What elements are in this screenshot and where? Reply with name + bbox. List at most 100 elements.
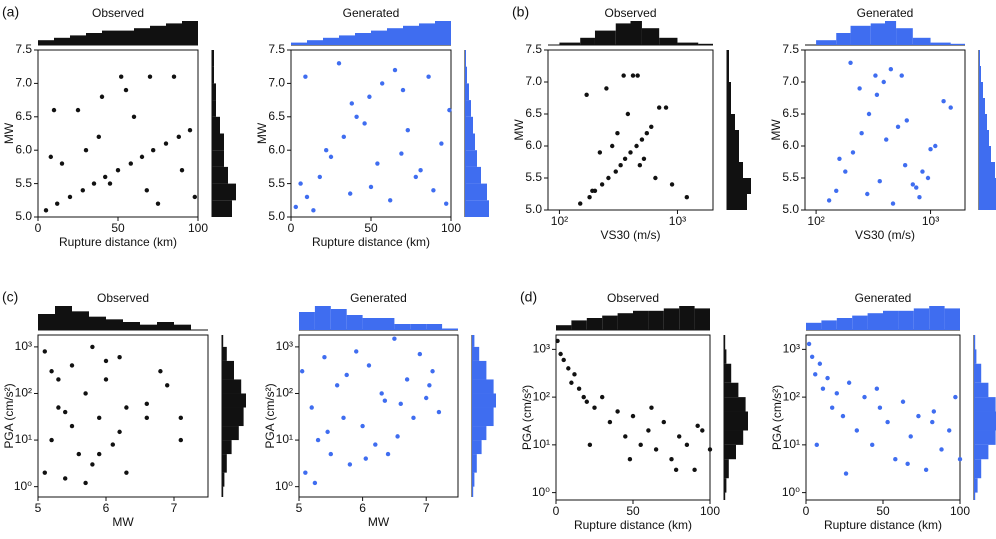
data-point — [76, 451, 82, 457]
data-point — [328, 154, 334, 160]
data-point — [900, 399, 906, 404]
x-tick-label: 10² — [551, 214, 568, 228]
data-point — [75, 107, 81, 113]
y-tick-label: 5.0 — [525, 202, 542, 216]
data-point — [618, 163, 623, 168]
top-hist-bar — [38, 314, 55, 330]
top-hist-bar — [362, 318, 379, 330]
data-point — [948, 105, 953, 110]
data-point — [163, 141, 169, 146]
data-point — [298, 181, 303, 186]
data-point — [83, 480, 88, 486]
x-tick-label: 6 — [359, 501, 366, 515]
top-hist-bar — [586, 318, 603, 330]
right-hist-bar — [979, 82, 983, 98]
data-point — [829, 405, 835, 410]
top-hist-bar — [852, 315, 868, 330]
data-point — [49, 437, 54, 443]
data-point — [405, 127, 410, 133]
top-hist-bar — [123, 322, 140, 330]
top-hist-bar — [806, 322, 822, 330]
top-hist-bar — [355, 33, 371, 45]
data-point — [621, 73, 626, 78]
data-point — [103, 174, 108, 180]
data-point — [908, 434, 913, 439]
x-tick-label: 100 — [188, 221, 208, 235]
data-point — [817, 361, 823, 366]
data-point — [354, 114, 359, 120]
y-tick-label: 10¹ — [276, 432, 293, 446]
y-tick-label: 10⁰ — [532, 485, 550, 499]
top-hist-bar — [403, 25, 419, 45]
y-tick-label: 5.5 — [525, 170, 542, 184]
data-point — [834, 391, 839, 396]
top-hist-bar — [617, 313, 633, 330]
data-point — [649, 405, 654, 410]
right-hist-bar — [465, 66, 467, 84]
right-hist-bar — [465, 133, 475, 151]
right-hist-bar — [212, 150, 224, 167]
data-point — [692, 467, 697, 473]
data-point — [584, 92, 589, 98]
data-point — [385, 451, 391, 457]
top-hist-bar — [896, 28, 913, 45]
panel-title: Generated — [350, 291, 407, 305]
data-point — [55, 201, 60, 206]
data-point — [905, 461, 910, 467]
data-point — [115, 168, 121, 173]
right-hist-bar — [727, 130, 739, 146]
data-point — [366, 363, 372, 368]
data-point — [139, 154, 145, 160]
panel-title: Observed — [607, 291, 659, 305]
data-point — [806, 341, 812, 347]
top-hist-bar — [387, 28, 403, 45]
data-point — [97, 451, 102, 457]
data-point — [431, 188, 436, 193]
data-point — [809, 354, 815, 359]
plot-frame — [298, 334, 459, 498]
data-point — [840, 413, 846, 419]
data-point — [615, 409, 620, 414]
data-point — [933, 143, 938, 149]
top-hist-bar — [580, 37, 595, 45]
data-point — [124, 470, 129, 475]
data-point — [649, 124, 654, 129]
top-hist-bar — [694, 308, 710, 330]
data-point — [939, 447, 944, 452]
x-tick-label: 10² — [807, 214, 824, 228]
top-hist-bar — [86, 33, 102, 45]
x-axis-label: Rupture distance (km) — [574, 518, 692, 532]
top-hist-bar — [679, 306, 695, 330]
top-hist-bar — [72, 311, 89, 330]
data-point — [663, 105, 669, 110]
data-point — [597, 150, 603, 155]
x-axis-label: Rupture distance (km) — [59, 235, 177, 249]
right-hist-bar — [472, 360, 487, 380]
right-hist-bar — [724, 478, 727, 493]
y-tick-label: 10² — [276, 386, 293, 400]
right-hist-bar — [979, 98, 985, 114]
y-tick-label: 5.5 — [15, 176, 32, 190]
data-point — [96, 134, 102, 140]
right-hist-bar — [974, 430, 996, 445]
data-point — [910, 182, 916, 187]
right-hist-bar — [979, 130, 989, 146]
top-hist-bar — [885, 21, 897, 45]
y-tick-label: 10¹ — [783, 437, 800, 451]
y-tick-label: 10² — [783, 389, 800, 403]
right-hist-bar — [472, 426, 487, 441]
top-hist-bar — [291, 42, 307, 45]
data-point — [638, 442, 643, 448]
data-point — [42, 470, 47, 475]
data-point — [90, 344, 95, 350]
data-point — [392, 67, 398, 73]
right-hist-bar — [727, 162, 743, 178]
top-hist-bar — [929, 306, 945, 330]
data-point — [630, 73, 636, 78]
right-hist-bar — [222, 486, 224, 497]
x-tick-label: 10³ — [922, 214, 939, 228]
right-hist-bar — [724, 492, 726, 500]
data-point — [99, 94, 105, 99]
right-hist-bar — [465, 183, 487, 201]
data-point — [424, 395, 429, 401]
